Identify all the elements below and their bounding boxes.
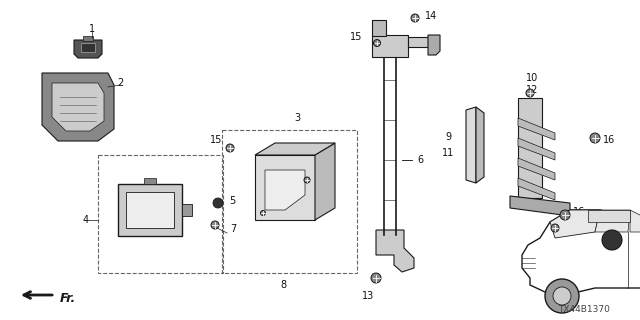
Circle shape [371, 273, 381, 283]
Bar [588, 210, 630, 222]
Text: 12: 12 [526, 85, 538, 95]
Circle shape [226, 144, 234, 152]
Circle shape [526, 89, 534, 97]
Polygon shape [376, 230, 414, 272]
Text: 8: 8 [280, 280, 286, 290]
Text: 1: 1 [89, 24, 95, 34]
Bar [372, 35, 408, 57]
Polygon shape [466, 107, 476, 183]
Text: 10: 10 [526, 73, 538, 83]
Bar [372, 20, 386, 36]
Text: 13: 13 [362, 291, 374, 301]
Text: TX44B1370: TX44B1370 [558, 305, 610, 314]
Polygon shape [476, 107, 484, 183]
Circle shape [411, 14, 419, 22]
Circle shape [560, 210, 570, 220]
Bar [98, 155, 223, 273]
Text: 4: 4 [83, 215, 89, 225]
Polygon shape [255, 143, 335, 155]
Bar [81, 43, 95, 52]
Polygon shape [74, 40, 102, 58]
Bar [408, 37, 428, 47]
Circle shape [551, 224, 559, 232]
Polygon shape [518, 138, 555, 160]
Polygon shape [518, 158, 555, 180]
Circle shape [260, 211, 266, 215]
Polygon shape [550, 210, 600, 238]
Bar [222, 130, 357, 273]
Circle shape [553, 287, 571, 305]
Circle shape [545, 279, 579, 313]
Circle shape [211, 221, 219, 229]
Text: 2: 2 [117, 78, 123, 88]
Text: 16: 16 [573, 207, 585, 217]
Bar [182, 204, 192, 216]
Polygon shape [630, 210, 640, 232]
Polygon shape [595, 210, 630, 232]
Polygon shape [52, 83, 104, 131]
Bar [144, 178, 156, 184]
Polygon shape [510, 196, 570, 216]
Text: 7: 7 [230, 224, 236, 234]
Text: 14: 14 [425, 11, 437, 21]
Bar [126, 192, 174, 228]
Circle shape [213, 198, 223, 208]
Text: 11: 11 [442, 148, 454, 158]
Bar [83, 36, 93, 41]
Text: 3: 3 [294, 113, 300, 123]
Text: 6: 6 [417, 155, 423, 165]
Polygon shape [42, 73, 114, 141]
Bar [518, 98, 542, 198]
Bar [118, 184, 182, 236]
Text: 5: 5 [229, 196, 235, 206]
Text: 16: 16 [603, 135, 615, 145]
Polygon shape [522, 210, 640, 295]
Polygon shape [265, 170, 305, 210]
Circle shape [304, 177, 310, 183]
Polygon shape [315, 143, 335, 220]
Polygon shape [518, 118, 555, 140]
Circle shape [602, 230, 622, 250]
Polygon shape [255, 155, 315, 220]
Text: 15: 15 [210, 135, 222, 145]
Text: 16: 16 [563, 225, 575, 235]
Text: 15: 15 [350, 32, 362, 42]
Circle shape [374, 39, 381, 46]
Text: 9: 9 [445, 132, 451, 142]
Polygon shape [518, 178, 555, 200]
Circle shape [590, 133, 600, 143]
Text: Fr.: Fr. [60, 292, 76, 306]
Polygon shape [428, 35, 440, 55]
